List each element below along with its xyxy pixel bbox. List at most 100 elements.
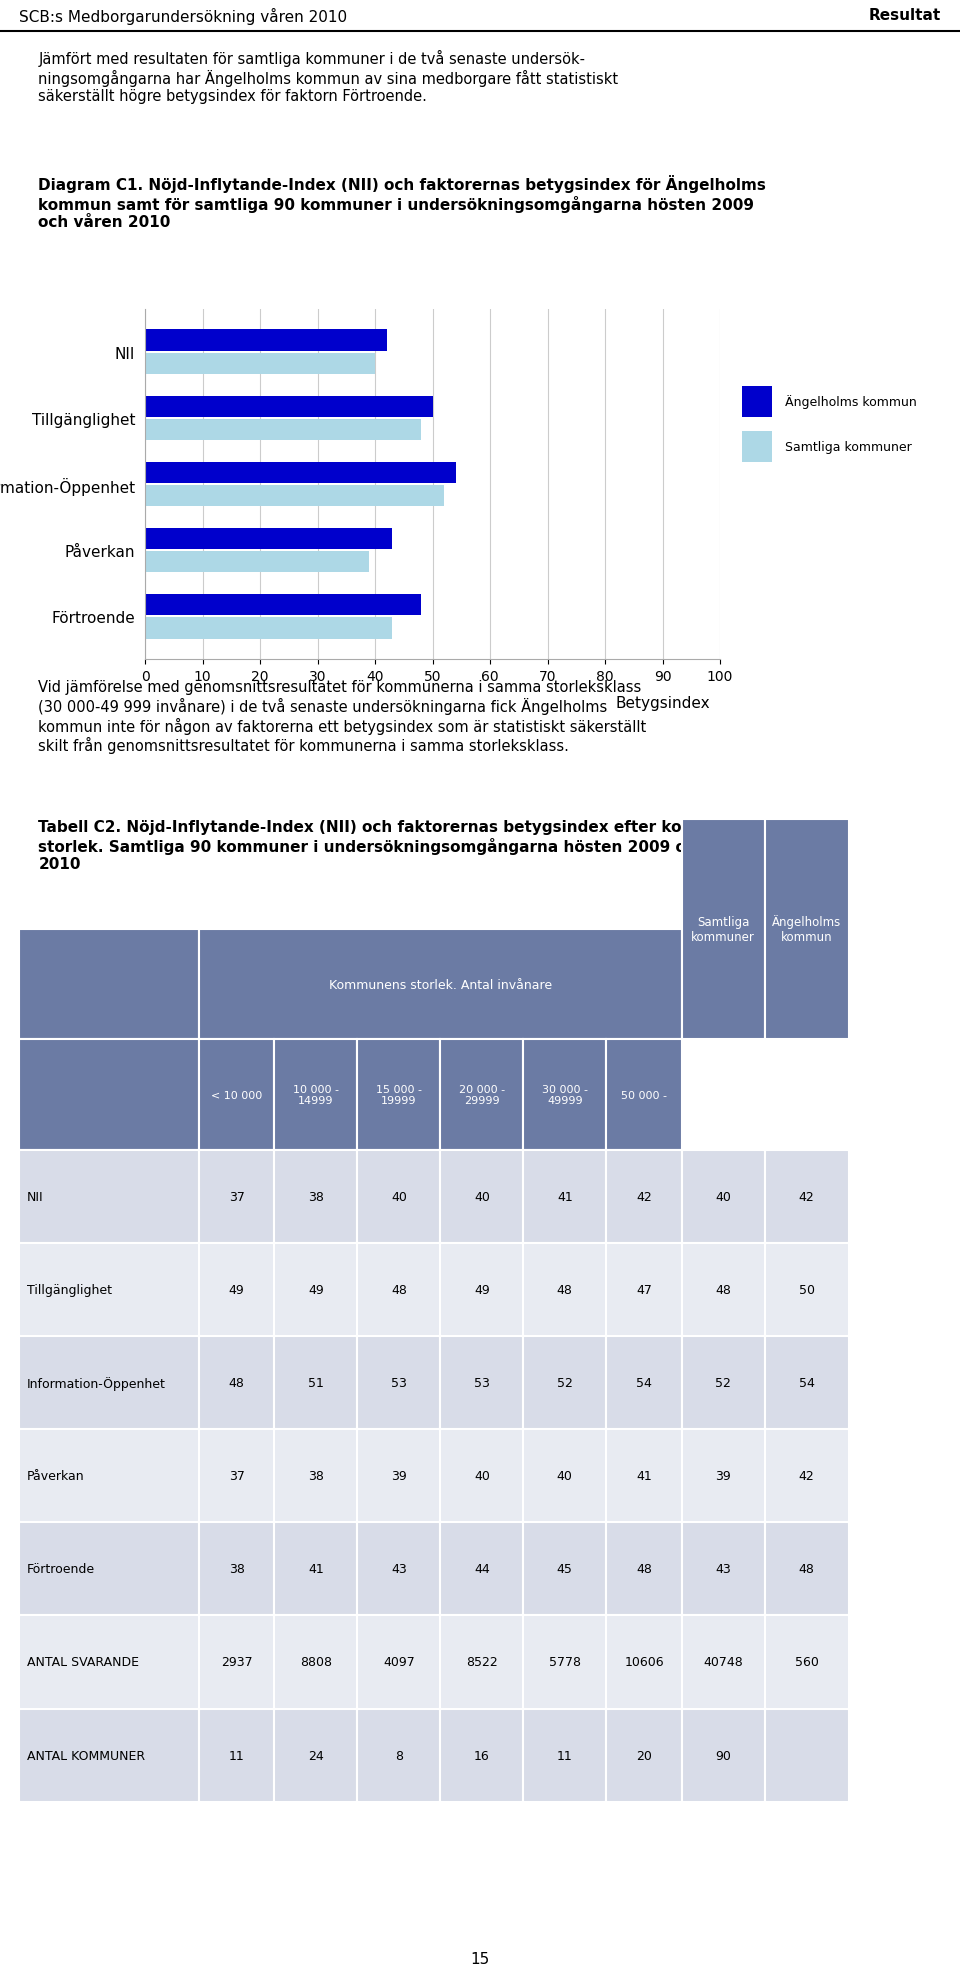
Bar <box>682 1522 765 1615</box>
Bar <box>19 1522 199 1615</box>
Bar <box>607 1522 682 1615</box>
Text: 40: 40 <box>391 1191 407 1203</box>
Text: 37: 37 <box>228 1191 245 1203</box>
Text: 40: 40 <box>715 1191 732 1203</box>
Text: 38: 38 <box>308 1469 324 1483</box>
Bar <box>145 618 393 640</box>
Text: 11: 11 <box>228 1748 245 1762</box>
Text: 38: 38 <box>308 1191 324 1203</box>
Text: Tillgänglighet: Tillgänglighet <box>27 1282 111 1296</box>
Bar <box>199 1615 275 1708</box>
Bar <box>357 1150 441 1243</box>
Text: 8808: 8808 <box>300 1655 332 1669</box>
Bar <box>357 1336 441 1429</box>
Bar <box>607 1150 682 1243</box>
Bar <box>19 1150 199 1243</box>
Bar <box>275 1522 357 1615</box>
Text: 48: 48 <box>636 1562 652 1576</box>
Text: Jämfört med resultaten för samtliga kommuner i de två senaste undersök-
ningsomg: Jämfört med resultaten för samtliga komm… <box>38 50 618 105</box>
Bar <box>199 1429 275 1522</box>
Bar <box>765 1708 849 1802</box>
Text: 48: 48 <box>391 1282 407 1296</box>
Text: Påverkan: Påverkan <box>27 1469 84 1483</box>
Bar <box>145 396 433 418</box>
Text: 40: 40 <box>474 1191 490 1203</box>
Bar <box>275 1150 357 1243</box>
Bar <box>682 1615 765 1708</box>
Text: 43: 43 <box>715 1562 732 1576</box>
Bar <box>145 553 370 573</box>
Text: 49: 49 <box>308 1282 324 1296</box>
Bar <box>19 1336 199 1429</box>
Text: 37: 37 <box>228 1469 245 1483</box>
Bar <box>145 420 421 442</box>
Text: 49: 49 <box>474 1282 490 1296</box>
Text: 48: 48 <box>557 1282 573 1296</box>
Bar <box>523 1336 607 1429</box>
Text: Ängelholms kommun: Ängelholms kommun <box>785 394 917 408</box>
Text: 30 000 -
49999: 30 000 - 49999 <box>541 1084 588 1106</box>
Bar <box>765 1150 849 1243</box>
Bar <box>765 819 849 1041</box>
Text: 90: 90 <box>715 1748 732 1762</box>
Text: 53: 53 <box>474 1376 490 1389</box>
Text: 20 000 -
29999: 20 000 - 29999 <box>459 1084 505 1106</box>
Text: 42: 42 <box>799 1191 815 1203</box>
Bar <box>357 1615 441 1708</box>
Bar <box>275 1336 357 1429</box>
Bar <box>682 819 765 1041</box>
Bar <box>607 1041 682 1150</box>
Text: Förtroende: Förtroende <box>27 1562 95 1576</box>
Bar <box>145 331 387 351</box>
Bar <box>742 432 773 462</box>
Text: 39: 39 <box>391 1469 407 1483</box>
Text: 50 000 -: 50 000 - <box>621 1090 667 1100</box>
Text: 44: 44 <box>474 1562 490 1576</box>
Text: 54: 54 <box>636 1376 652 1389</box>
Bar <box>19 1429 199 1522</box>
Text: 15: 15 <box>470 1952 490 1966</box>
Text: 45: 45 <box>557 1562 573 1576</box>
Text: 4097: 4097 <box>383 1655 415 1669</box>
Bar <box>682 1708 765 1802</box>
Bar <box>145 355 375 375</box>
Bar <box>441 1150 523 1243</box>
Text: Information-Öppenhet: Information-Öppenhet <box>27 1376 165 1389</box>
Bar <box>765 1336 849 1429</box>
Text: 41: 41 <box>636 1469 652 1483</box>
Text: 40748: 40748 <box>704 1655 743 1669</box>
Text: 48: 48 <box>715 1282 732 1296</box>
Bar <box>199 1041 275 1150</box>
Bar <box>441 1615 523 1708</box>
Bar <box>145 486 444 507</box>
Text: 40: 40 <box>557 1469 573 1483</box>
Bar <box>682 1243 765 1336</box>
Bar <box>523 1615 607 1708</box>
Text: SCB:s Medborgarundersökning våren 2010: SCB:s Medborgarundersökning våren 2010 <box>19 8 348 24</box>
Bar <box>523 1522 607 1615</box>
Bar <box>607 1615 682 1708</box>
Bar <box>523 1429 607 1522</box>
Text: 47: 47 <box>636 1282 652 1296</box>
Text: 39: 39 <box>715 1469 732 1483</box>
Bar <box>199 1243 275 1336</box>
Text: 10 000 -
14999: 10 000 - 14999 <box>293 1084 339 1106</box>
Bar <box>145 462 455 484</box>
Text: 48: 48 <box>228 1376 245 1389</box>
Text: Diagram C1. Nöjd-Inflytande-Index (NII) och faktorernas betygsindex för Ängelhol: Diagram C1. Nöjd-Inflytande-Index (NII) … <box>38 174 766 230</box>
Bar <box>357 1522 441 1615</box>
Text: 51: 51 <box>308 1376 324 1389</box>
Bar <box>357 1429 441 1522</box>
Bar <box>441 1522 523 1615</box>
Text: Resultat: Resultat <box>869 8 941 24</box>
Bar <box>19 1243 199 1336</box>
Text: 8522: 8522 <box>466 1655 497 1669</box>
Text: 50: 50 <box>799 1282 815 1296</box>
Bar <box>199 1150 275 1243</box>
Bar <box>19 1708 199 1802</box>
Text: 40: 40 <box>474 1469 490 1483</box>
Bar <box>199 1708 275 1802</box>
Text: 5778: 5778 <box>549 1655 581 1669</box>
Bar <box>682 1429 765 1522</box>
Bar <box>357 1708 441 1802</box>
